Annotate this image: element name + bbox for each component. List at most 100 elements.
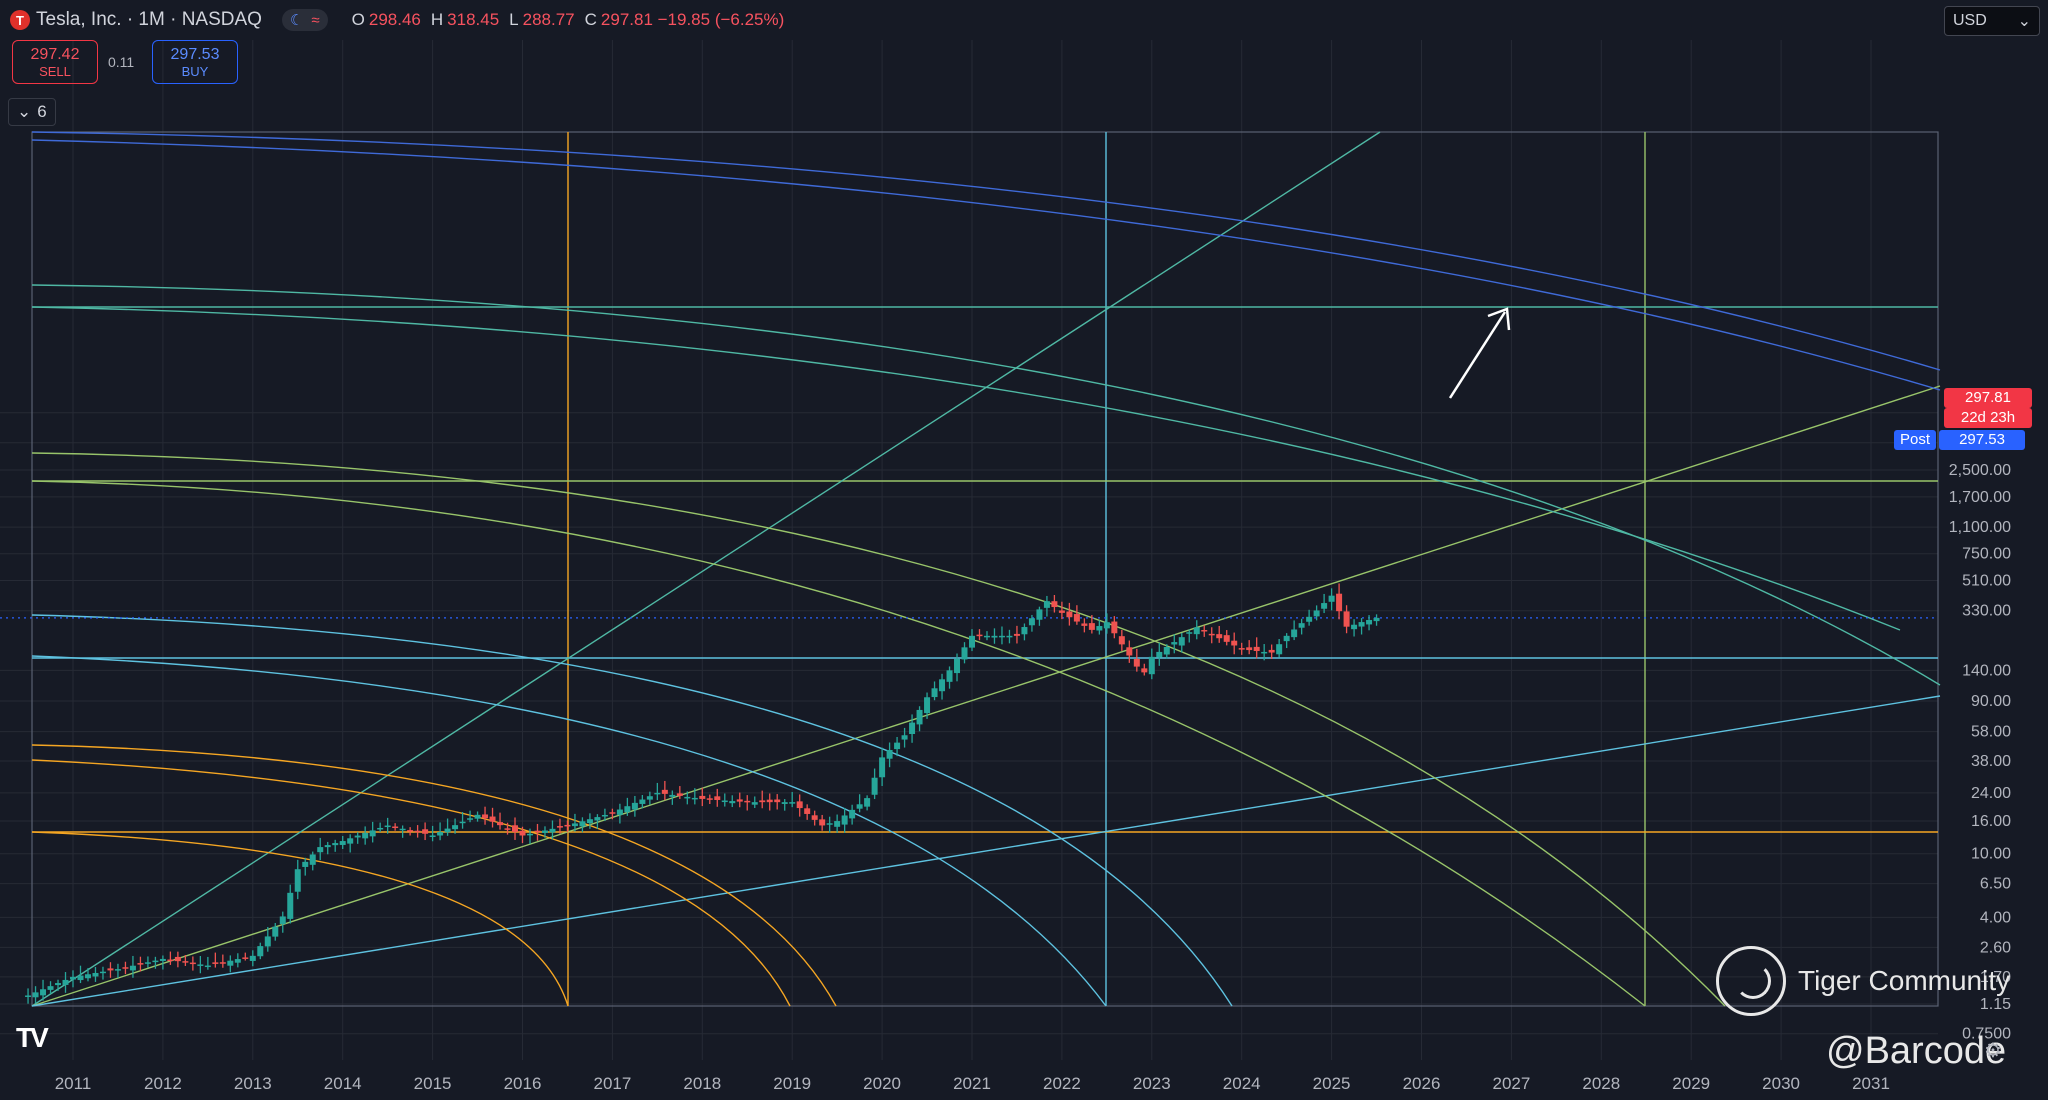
arc-line — [31, 744, 837, 1007]
candle-body — [654, 792, 661, 795]
candle-body — [796, 801, 803, 809]
candle-body — [601, 814, 608, 817]
candle-body — [1006, 635, 1013, 638]
candle-body — [1291, 629, 1298, 638]
ohlc-values: O 298.46 H 318.45 L 288.77 C 297.81 −19.85 (… — [352, 10, 791, 30]
arc-line — [31, 139, 1941, 391]
drawings-toggle[interactable]: ⌄ 6 — [8, 98, 56, 126]
price-tick: 1,700.00 — [1949, 489, 2011, 506]
candle-body — [1103, 622, 1110, 629]
candle-body — [864, 798, 871, 807]
candle-body — [1208, 633, 1215, 636]
candle-body — [47, 986, 54, 990]
candle-body — [1141, 668, 1148, 673]
candle-body — [691, 797, 698, 800]
candle-body — [1358, 622, 1365, 627]
candle-body — [871, 777, 878, 795]
candle-body — [646, 796, 653, 800]
candle-body — [84, 974, 91, 979]
ohlc-close: 297.81 −19.85 (−6.25%) — [600, 10, 785, 29]
candle-body — [564, 824, 571, 827]
candle-body — [144, 962, 151, 964]
candle-body — [55, 983, 62, 986]
candle-body — [77, 975, 84, 981]
candle-body — [1283, 635, 1290, 642]
tradingview-logo-icon[interactable]: TV — [16, 1022, 49, 1053]
gann-overlays — [0, 131, 1941, 1007]
candle-body — [347, 838, 354, 844]
candle-body — [384, 825, 391, 828]
candle-body — [1216, 634, 1223, 639]
candle-body — [983, 635, 990, 638]
ohlc-low-key: L — [509, 10, 519, 29]
time-tick: 2027 — [1492, 1074, 1530, 1093]
drawings-count: 6 — [37, 102, 47, 121]
price-tick: 330.00 — [1962, 603, 2011, 620]
candle-body — [1171, 642, 1178, 645]
time-axis: 2011 2012 2013 2014 2015 2016 2017 2018 2019 2020… — [55, 1074, 1890, 1093]
candle-body — [212, 962, 219, 964]
fan-line — [31, 385, 1941, 1007]
candle-body — [444, 828, 451, 833]
candle-body — [714, 796, 721, 801]
sell-button[interactable]: 297.42 SELL — [12, 40, 98, 84]
price-tick: 38.00 — [1971, 753, 2011, 770]
arc-line — [31, 452, 1726, 1007]
candle-body — [961, 647, 968, 660]
candle-body — [916, 709, 923, 725]
fan-line — [31, 695, 1941, 1007]
symbol-header[interactable]: T Tesla, Inc. · 1M · NASDAQ ☾ ≈ O 298.46 … — [10, 6, 790, 34]
candle-body — [174, 956, 181, 962]
candle-body — [1246, 647, 1253, 651]
candle-body — [1186, 632, 1193, 634]
candle-body — [324, 845, 331, 848]
candle-body — [1118, 636, 1125, 645]
indicator-pill[interactable]: ☾ ≈ — [281, 9, 328, 31]
post-tag: Post — [1894, 430, 1937, 450]
candle-body — [1306, 616, 1313, 622]
currency-label: USD — [1953, 12, 1987, 29]
candle-body — [894, 742, 901, 750]
currency-select[interactable]: USD ⌄ — [1944, 6, 2040, 36]
waves-icon[interactable]: ≈ — [311, 11, 320, 29]
candle-body — [1253, 646, 1260, 652]
candle-body — [99, 971, 106, 974]
moon-icon[interactable]: ☾ — [289, 12, 304, 29]
settings-gear-icon[interactable]: ⚙ — [1984, 1040, 2002, 1062]
candle-body — [182, 961, 189, 963]
buy-price: 297.53 — [170, 46, 220, 63]
ohlc-low: 288.77 — [522, 10, 575, 29]
candle-body — [841, 815, 848, 825]
time-tick: 2031 — [1852, 1074, 1890, 1093]
time-tick: 2028 — [1582, 1074, 1620, 1093]
candle-body — [1163, 646, 1170, 655]
candle-body — [1343, 611, 1350, 627]
candle-body — [1111, 621, 1118, 634]
annotations — [1448, 307, 1511, 399]
symbol-title[interactable]: Tesla, Inc. · 1M · NASDAQ — [36, 9, 262, 30]
candle-body — [369, 830, 376, 837]
candle-body — [437, 832, 444, 836]
price-tick: 24.00 — [1971, 785, 2011, 802]
ohlc-open-key: O — [351, 10, 365, 29]
candle-body — [32, 992, 39, 998]
candle-body — [924, 697, 931, 714]
candle-body — [549, 828, 556, 833]
candle-body — [1223, 635, 1230, 642]
tiger-logo-icon — [1716, 946, 1786, 1016]
candle-body — [639, 799, 646, 804]
candle-body — [249, 955, 256, 961]
candle-body — [676, 793, 683, 796]
candle-body — [92, 972, 99, 977]
candle-body — [991, 635, 998, 638]
time-tick: 2013 — [234, 1074, 272, 1093]
candle-body — [1193, 627, 1200, 635]
candle-body — [766, 799, 773, 803]
candle-body — [1276, 644, 1283, 655]
price-tick: 16.00 — [1971, 813, 2011, 830]
buy-button[interactable]: 297.53 BUY — [152, 40, 238, 84]
time-tick: 2011 — [55, 1074, 92, 1093]
candle-body — [901, 735, 908, 740]
price-tick: 90.00 — [1971, 693, 2011, 710]
